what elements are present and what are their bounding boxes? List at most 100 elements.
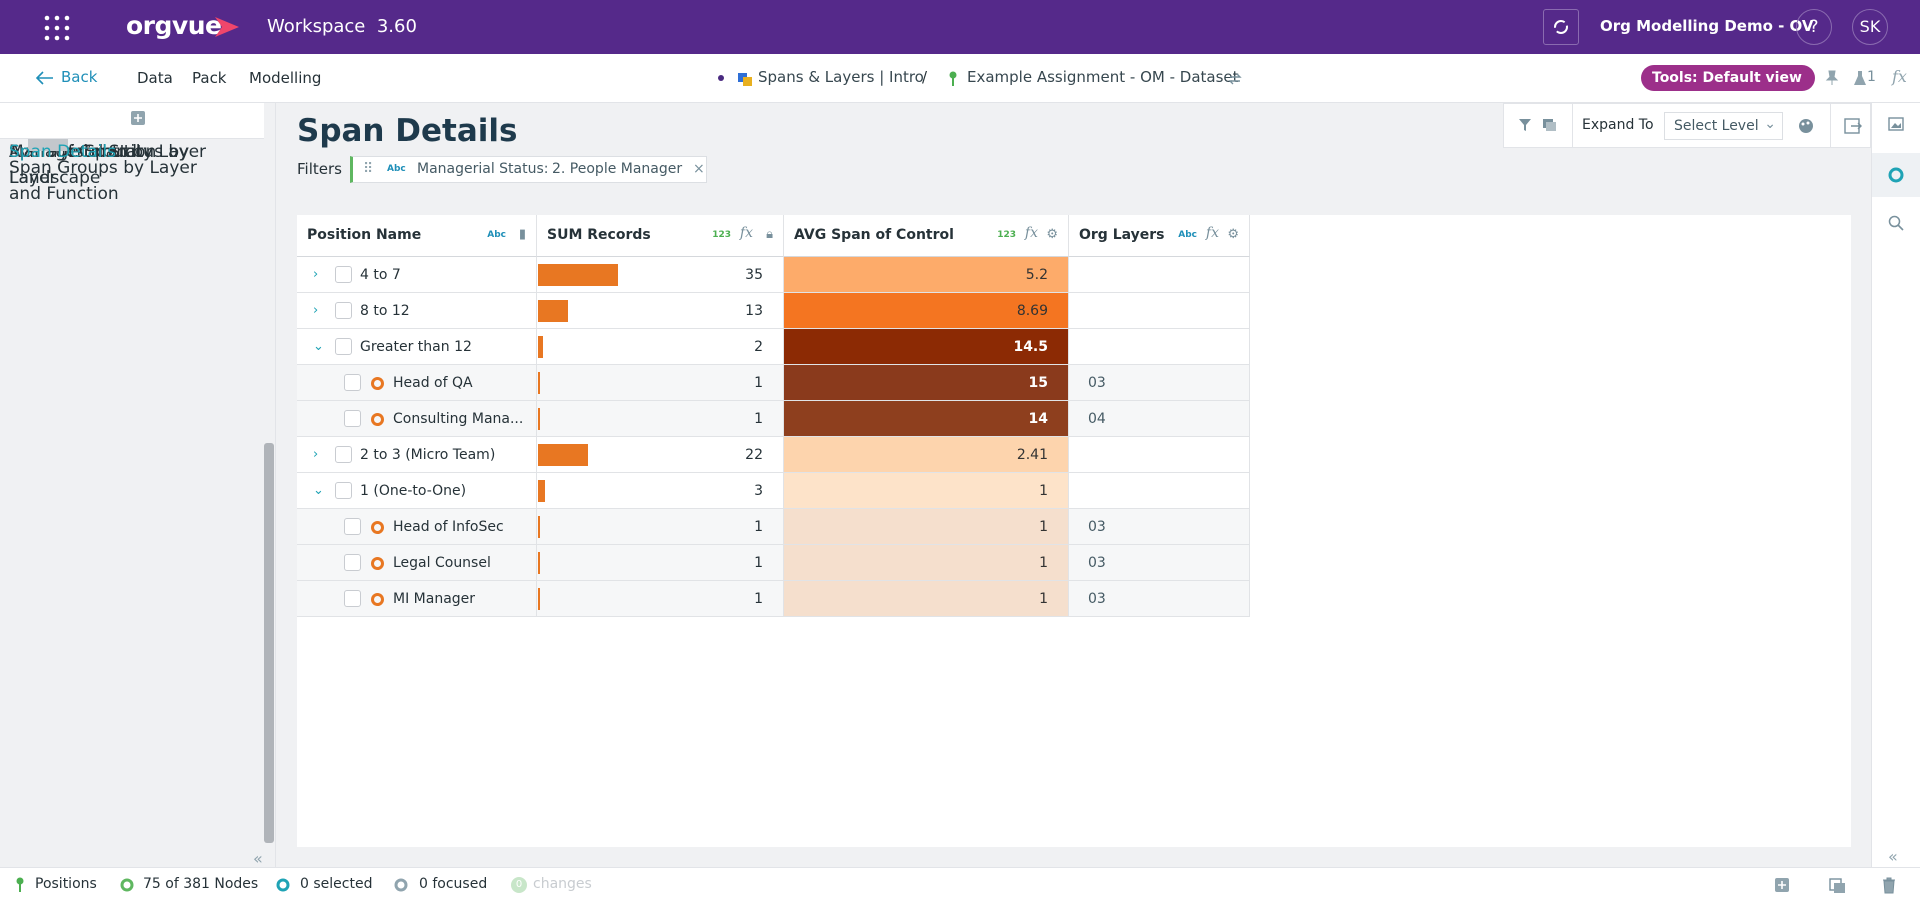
records-value: 35 [745,267,763,283]
expand-toggle[interactable]: ⌄ [313,483,324,498]
layers-value: 03 [1088,375,1106,391]
filter-value: 2. People Manager [552,161,683,177]
column-menu[interactable]: ⚙ [1046,227,1058,242]
exit-icon[interactable] [1844,118,1862,134]
row-checkbox[interactable] [344,554,361,571]
worksheet-panel: Position Name Abc ▮ SUM Records 123 fx 🔒︎ AVG S… [297,215,1851,847]
collapse-rail[interactable]: « [1888,847,1898,866]
name-cell: › 2 to 3 (Micro Team) [297,437,537,473]
row-checkbox[interactable] [344,590,361,607]
project-name[interactable]: Org Modelling Demo - OV [1600,17,1814,35]
image-icon[interactable] [1888,117,1904,131]
nav-bar: Back Data Pack Modelling Spans & Layers … [0,54,1920,112]
delete-icon[interactable] [1882,877,1896,894]
row-checkbox[interactable] [335,302,352,319]
refresh-button[interactable] [1543,9,1579,45]
row-name: Consulting Mana... [393,411,524,427]
column-menu[interactable]: 🔒︎ [766,227,773,242]
apps-icon[interactable] [44,15,70,41]
layers-cell: 03 [1069,509,1250,545]
changes-label[interactable]: changes [533,876,592,892]
records-bar [538,372,541,394]
records-bar [538,444,589,466]
row-checkbox[interactable] [335,482,352,499]
scrollbar[interactable] [264,443,274,843]
copy-icon[interactable] [1829,878,1847,894]
tools-button[interactable]: Tools: Default view ⌄ [1641,65,1815,112]
avg-value: 1 [1039,483,1048,499]
positions-icon [16,877,24,892]
slide-card[interactable]: ⠿7. TreeSpan of Control Landscape [0,113,264,356]
filter-tools[interactable] [1518,117,1556,133]
row-checkbox[interactable] [344,518,361,535]
slide-title: Span Details [9,142,117,162]
active-tab[interactable] [1872,153,1920,197]
level-select[interactable]: Select Level ⌄ [1664,112,1783,140]
records-bar [538,300,568,322]
expand-toggle[interactable]: › [313,447,319,462]
help-button[interactable]: ? [1796,9,1832,45]
page-icon [718,73,752,86]
avg-cell: 14 [784,401,1069,437]
row-checkbox[interactable] [344,410,361,427]
records-bar [538,516,541,538]
properties-icon [1888,167,1904,183]
table-row: Consulting Mana... 1 14 04 [297,401,1250,437]
row-checkbox[interactable] [335,338,352,355]
layers-cell: 03 [1069,581,1250,617]
menu-item[interactable]: Data [137,69,173,87]
records-value: 1 [754,555,763,571]
column-header[interactable]: SUM Records 123 fx 🔒︎ [537,215,784,257]
swap-icon[interactable] [1227,71,1243,87]
filter-field: Managerial Status: [417,161,549,177]
slide-card[interactable]: ⠿8. ChartSpan Distribution [0,113,264,452]
add-button[interactable] [131,111,145,125]
expand-toggle[interactable]: ⌄ [313,339,324,354]
formula-button[interactable]: fx [1892,67,1907,86]
avg-cell: 1 [784,581,1069,617]
menu-item[interactable]: Pack [192,69,227,87]
column-header[interactable]: Org Layers Abc fx ⚙ [1069,215,1250,257]
records-cell: 1 [537,365,784,401]
flask-icon[interactable] [1853,70,1867,86]
back-link[interactable]: Back [61,68,98,86]
name-cell: › 8 to 12 [297,293,537,329]
dataset-icon [949,71,957,86]
avg-cell: 1 [784,473,1069,509]
logo[interactable]: orgvue [126,11,222,40]
filter-chip[interactable]: ⠿ Abc Managerial Status: 2. People Manag… [350,156,707,183]
row-checkbox[interactable] [344,374,361,391]
records-cell: 1 [537,401,784,437]
menu-item[interactable]: Modelling [249,69,322,87]
column-header[interactable]: Position Name Abc ▮ [297,215,537,257]
expand-toggle[interactable]: › [313,303,319,318]
add-icon[interactable] [1775,878,1791,894]
name-cell: Consulting Mana... [297,401,537,437]
row-checkbox[interactable] [335,266,352,283]
sidebar-header [0,103,264,139]
expand-toggle[interactable]: › [313,267,319,282]
user-avatar[interactable]: SK [1852,9,1888,45]
row-checkbox[interactable] [335,446,352,463]
positions-label: Positions [35,876,97,892]
name-cell: ⌄ Greater than 12 [297,329,537,365]
filter-remove[interactable]: × [693,161,705,177]
slide-card[interactable]: ⠿11. Worksheet▼Span Details [0,111,264,759]
search-icon[interactable] [1888,215,1904,231]
filters-label: Filters [297,160,342,178]
slide-card[interactable]: ⠿9. Chart▼Average Span by Layer [0,111,264,548]
palette-icon[interactable] [1797,117,1815,135]
nodes-icon [120,878,134,892]
column-header[interactable]: AVG Span of Control 123 fx ⚙ [784,215,1069,257]
breadcrumb-page[interactable]: Spans & Layers | Intro [758,68,924,86]
type-badge: Abc [387,164,406,174]
layers-cell: 04 [1069,401,1250,437]
slide-card[interactable]: ⠿10. Multi slideSpan Groups by Layer and… [0,113,264,663]
breadcrumb-dataset[interactable]: Example Assignment - OM - Dataset [967,68,1239,86]
records-cell: 1 [537,509,784,545]
pin-icon[interactable] [1825,70,1839,86]
collapse-sidebar[interactable]: « [253,849,263,867]
column-menu[interactable]: ⚙ [1227,227,1239,242]
column-menu[interactable]: ▮ [518,227,526,242]
row-name: MI Manager [393,591,476,607]
